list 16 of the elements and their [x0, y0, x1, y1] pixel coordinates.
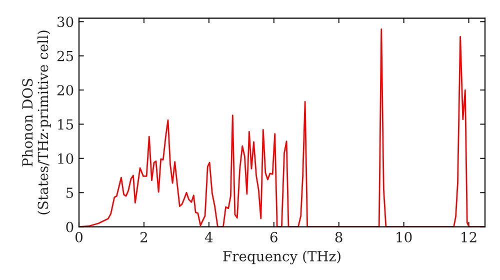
y-tick-label: 15	[58, 119, 74, 130]
x-tick-label: 10	[396, 232, 412, 242]
x-tick-label: 6	[270, 232, 278, 242]
x-tick-label: 2	[140, 232, 148, 242]
x-tick-label: 12	[462, 232, 476, 242]
y-axis-title: Phonon DOS (States/THz·primitive cell)	[22, 30, 51, 214]
y-tick-label: 10	[58, 153, 74, 164]
x-tick-label: 4	[204, 232, 213, 242]
y-tick-label: 30	[58, 16, 74, 28]
y-tick-label: 5	[66, 188, 74, 198]
y-tick-label: 20	[57, 84, 74, 96]
y-tick-label: 25	[57, 50, 74, 62]
x-tick-label: 0	[75, 232, 82, 242]
x-tick-label: 8	[335, 232, 342, 242]
y-tick-label: 0	[66, 222, 74, 232]
x-axis-title: Frequency (THz)	[223, 250, 340, 264]
